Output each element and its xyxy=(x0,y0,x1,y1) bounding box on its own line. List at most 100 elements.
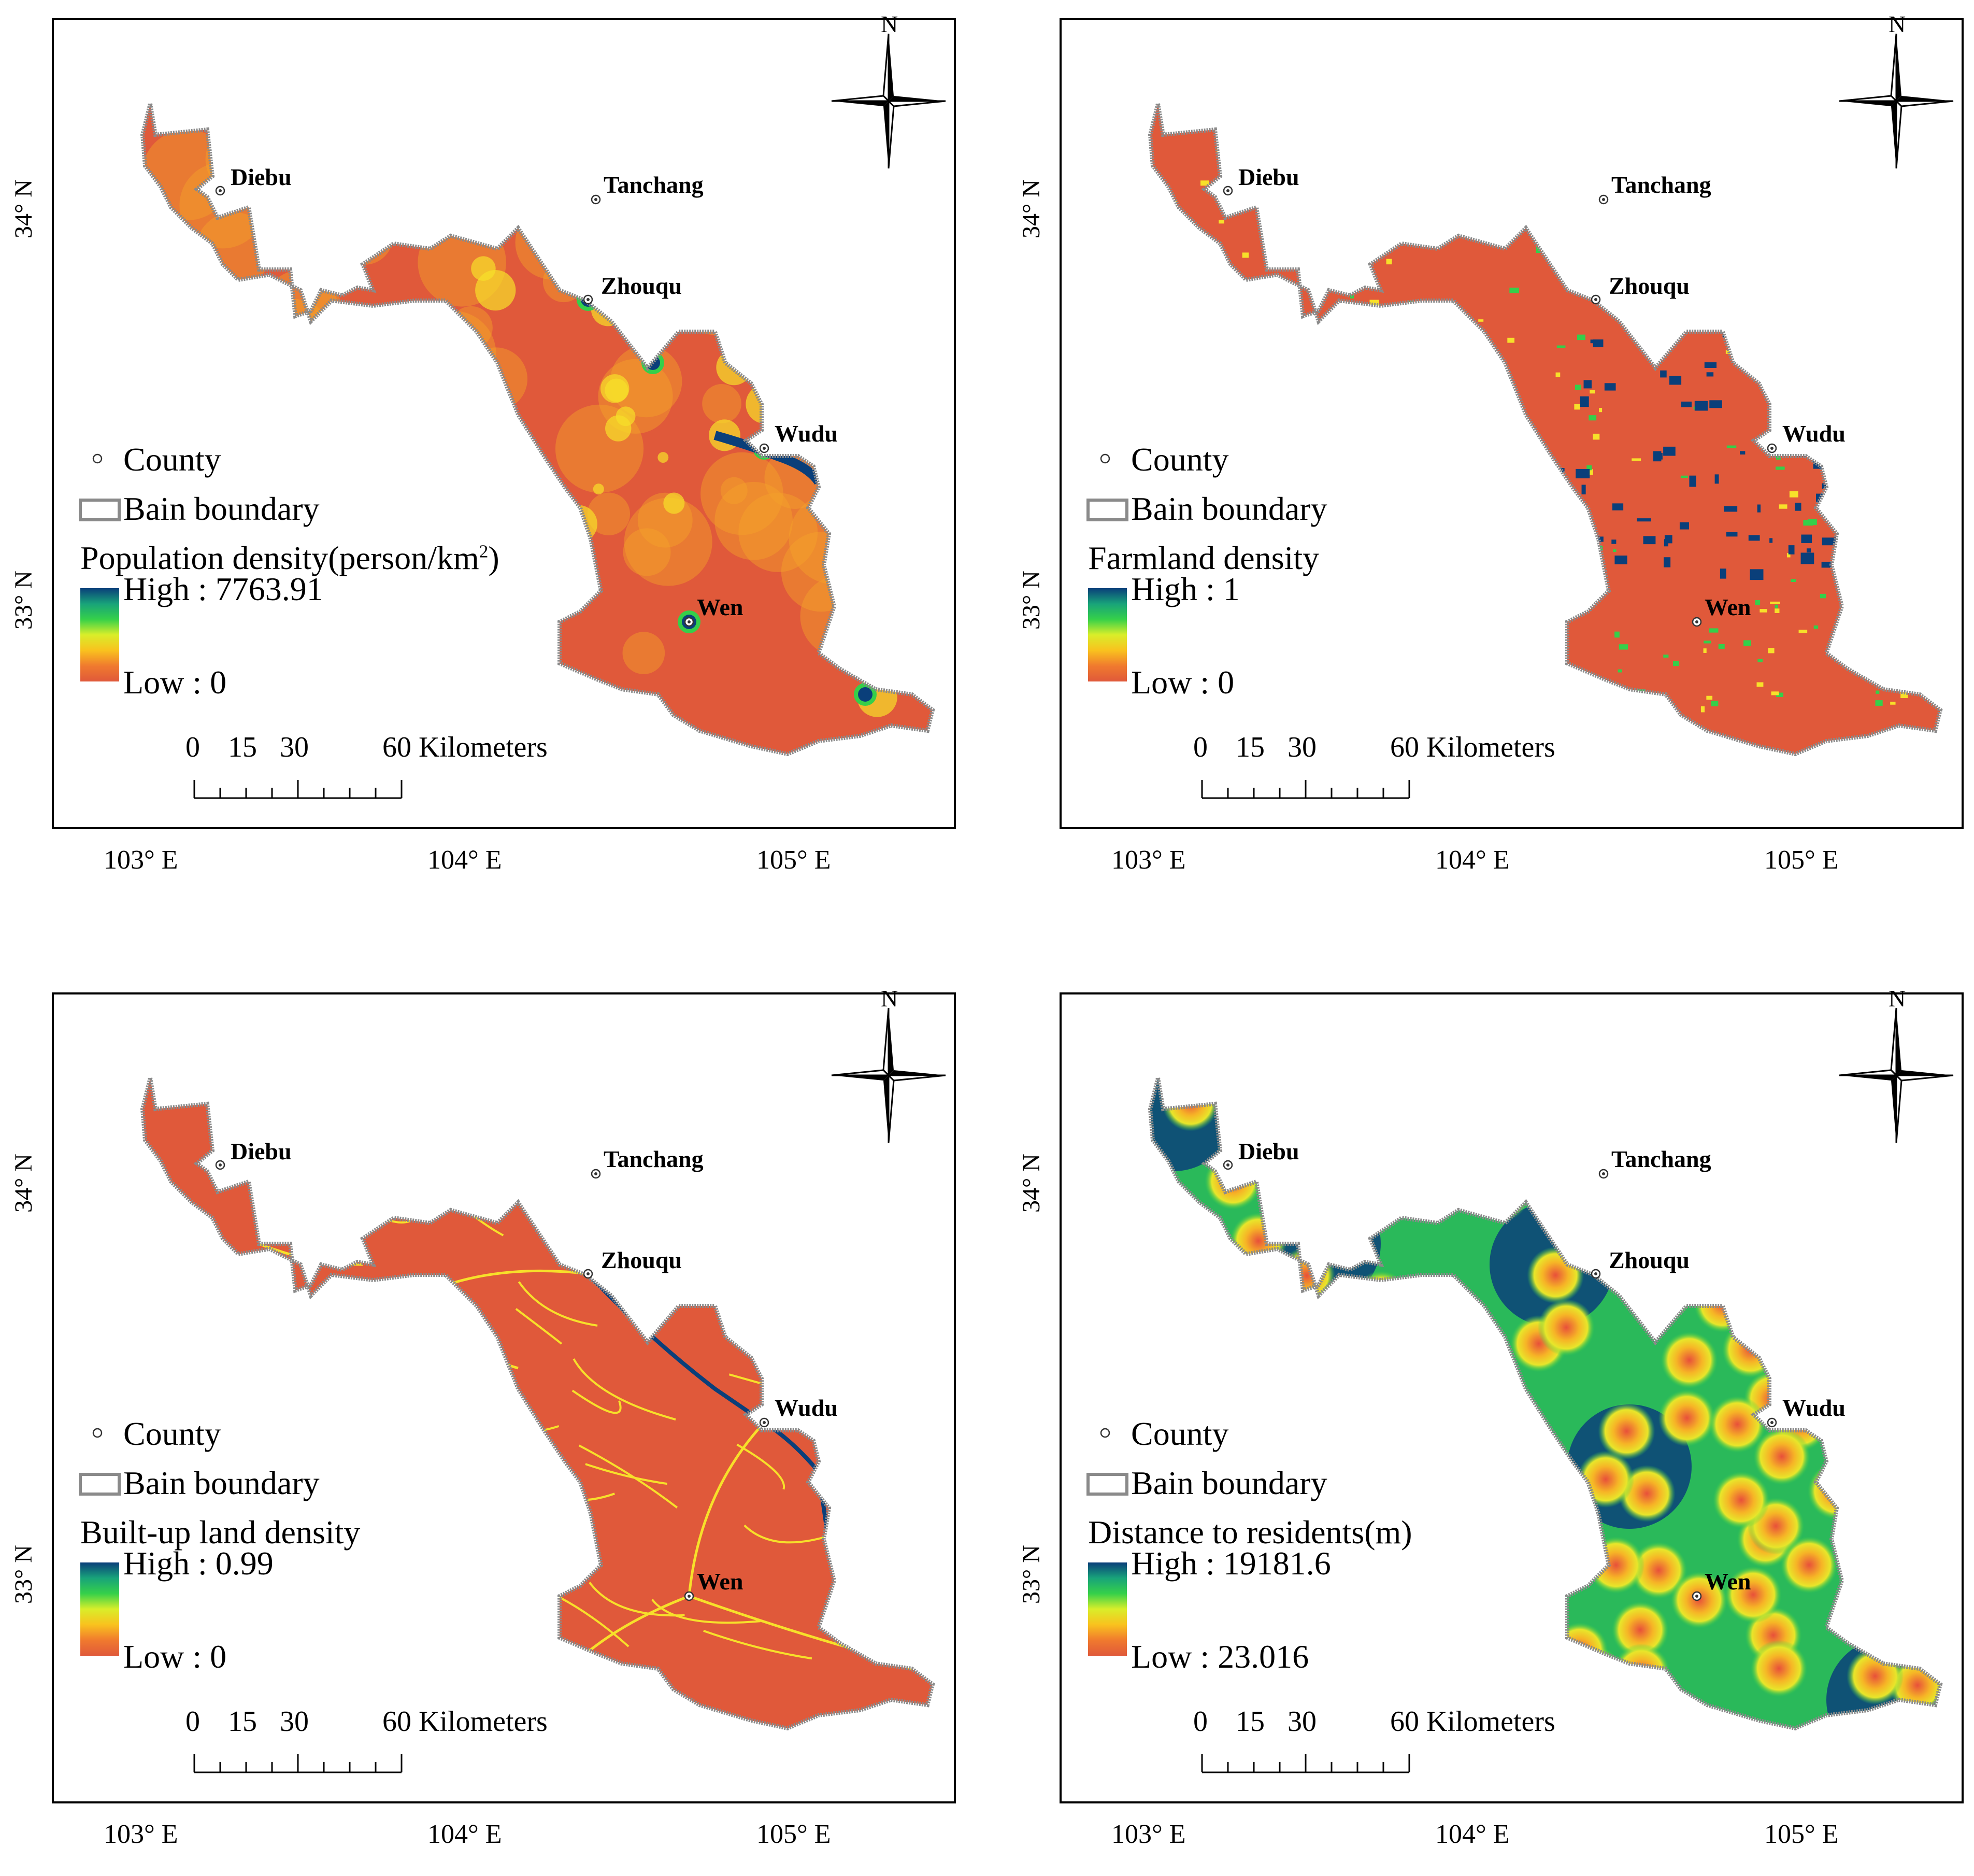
scale-label: 30 xyxy=(280,1706,309,1738)
north-arrow-icon xyxy=(1839,33,1954,169)
x-tick-label: 104° E xyxy=(427,845,502,875)
map-panel-distance: Diebu Tanchang Zhouqu Wudu Wen N County Bain bo… xyxy=(1008,974,1974,1876)
legend-title-text: Population density(person/km xyxy=(80,539,479,576)
legend-county-label: County xyxy=(123,1415,221,1452)
legend-boundary-icon xyxy=(1086,499,1128,521)
north-arrow-icon xyxy=(831,33,946,169)
county-label: Diebu xyxy=(231,164,292,190)
county-label: Tanchang xyxy=(1611,172,1711,198)
legend-county-icon xyxy=(92,1428,103,1438)
legend-county-icon xyxy=(1100,453,1110,464)
county-label: Wudu xyxy=(775,1395,838,1421)
county-label: Tanchang xyxy=(1611,1146,1711,1172)
y-tick-label: 33° N xyxy=(1018,1545,1045,1604)
legend-county-label: County xyxy=(1131,441,1229,478)
legend-boundary-icon xyxy=(79,1473,121,1496)
legend-county-icon xyxy=(1100,1428,1110,1438)
legend-county-label: County xyxy=(123,441,221,478)
basin-boundary xyxy=(140,103,935,757)
legend-boundary-label: Bain boundary xyxy=(123,490,320,527)
x-tick-label: 103° E xyxy=(104,845,178,875)
legend-title-text: Built-up land density xyxy=(80,1514,361,1551)
north-arrow-icon xyxy=(831,1007,946,1143)
legend-color-ramp xyxy=(80,1562,119,1656)
legend-county-label: County xyxy=(1131,1415,1229,1452)
scale-bar xyxy=(193,1754,403,1773)
county-label: Wen xyxy=(697,594,743,620)
county-label: Zhouqu xyxy=(601,1247,682,1273)
scale-label: 0 xyxy=(1193,731,1208,763)
county-label: Diebu xyxy=(1238,164,1299,190)
basin-boundary xyxy=(1148,1077,1943,1731)
scale-label: 15 xyxy=(228,731,257,763)
x-tick-label: 103° E xyxy=(1111,1820,1186,1849)
x-tick-label: 104° E xyxy=(427,1820,502,1849)
scale-label: 60 Kilometers xyxy=(1390,731,1555,763)
legend-county-icon xyxy=(92,453,103,464)
legend-boundary-label: Bain boundary xyxy=(1131,490,1327,527)
scale-label: 30 xyxy=(1288,1706,1317,1738)
x-tick-label: 103° E xyxy=(104,1820,178,1849)
legend-boundary-label: Bain boundary xyxy=(123,1465,320,1501)
x-tick-label: 105° E xyxy=(756,845,831,875)
north-label: N xyxy=(1889,11,1906,37)
legend-title-tail: ) xyxy=(488,539,499,576)
x-tick-label: 104° E xyxy=(1435,1820,1510,1849)
y-tick-label: 33° N xyxy=(10,571,37,630)
county-label: Diebu xyxy=(1238,1138,1299,1164)
county-label: Wudu xyxy=(1782,420,1846,447)
map-panel-builtup: Diebu Tanchang Zhouqu Wudu Wen N County Bain bo… xyxy=(0,974,966,1876)
legend-high-label: High : 0.99 xyxy=(123,1545,274,1582)
north-label: N xyxy=(1889,985,1906,1012)
legend-color-ramp xyxy=(1088,588,1127,681)
scale-label: 0 xyxy=(185,1706,200,1738)
y-tick-label: 33° N xyxy=(10,1545,37,1604)
scale-label: 30 xyxy=(1288,731,1317,763)
north-label: N xyxy=(881,11,898,37)
x-tick-label: 105° E xyxy=(756,1820,831,1849)
y-tick-label: 33° N xyxy=(1018,571,1045,630)
legend-title-text: Farmland density xyxy=(1088,539,1320,576)
map-panel-population: Diebu Tanchang Zhouqu Wudu Wen N County Bain bo… xyxy=(0,0,966,902)
legend-title: Distance to residents(m) xyxy=(1088,1513,1412,1552)
county-label: Wudu xyxy=(775,420,838,447)
county-label: Wen xyxy=(697,1568,743,1595)
map-canvas xyxy=(79,1007,946,1773)
county-label: Zhouqu xyxy=(601,273,682,299)
legend-low-label: Low : 0 xyxy=(1131,664,1235,701)
map-canvas xyxy=(1086,1007,1954,1773)
x-tick-label: 103° E xyxy=(1111,845,1186,875)
north-arrow-icon xyxy=(1839,1007,1954,1143)
legend-high-label: High : 19181.6 xyxy=(1131,1545,1331,1582)
scale-label: 60 Kilometers xyxy=(382,731,548,763)
map-panel-farmland: Diebu Tanchang Zhouqu Wudu Wen N County Bain bo… xyxy=(1008,0,1974,902)
legend-high-label: High : 7763.91 xyxy=(123,571,323,607)
legend-color-ramp xyxy=(1088,1562,1127,1656)
county-label: Tanchang xyxy=(604,1146,704,1172)
legend-title: Built-up land density xyxy=(80,1513,360,1552)
county-label: Zhouqu xyxy=(1609,273,1690,299)
north-label: N xyxy=(881,985,898,1012)
scale-label: 60 Kilometers xyxy=(382,1706,548,1738)
x-tick-label: 105° E xyxy=(1764,1820,1839,1849)
scale-label: 15 xyxy=(228,1706,257,1738)
scale-bar xyxy=(1201,1754,1410,1773)
y-tick-label: 34° N xyxy=(1018,179,1045,238)
legend-low-label: Low : 0 xyxy=(123,1638,227,1675)
county-label: Diebu xyxy=(231,1138,292,1164)
county-label: Wen xyxy=(1705,1568,1751,1595)
map-canvas xyxy=(1086,33,1954,799)
county-label: Wudu xyxy=(1782,1395,1846,1421)
legend-high-label: High : 1 xyxy=(1131,571,1240,607)
legend-low-label: Low : 0 xyxy=(123,664,227,701)
legend-boundary-icon xyxy=(79,499,121,521)
y-tick-label: 34° N xyxy=(1018,1154,1045,1213)
legend-boundary-label: Bain boundary xyxy=(1131,1465,1327,1501)
scale-label: 15 xyxy=(1236,1706,1265,1738)
scale-bar xyxy=(193,780,403,799)
legend-low-label: Low : 23.016 xyxy=(1131,1638,1309,1675)
map-canvas xyxy=(79,33,946,799)
legend-title: Population density(person/km2) xyxy=(80,539,499,577)
y-tick-label: 34° N xyxy=(10,179,37,238)
county-label: Tanchang xyxy=(604,172,704,198)
